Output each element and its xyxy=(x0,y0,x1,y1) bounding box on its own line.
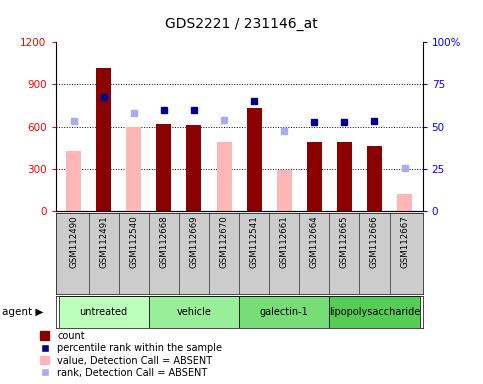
Legend: count, percentile rank within the sample, value, Detection Call = ABSENT, rank, : count, percentile rank within the sample… xyxy=(39,330,223,379)
Bar xyxy=(66,151,81,211)
Bar xyxy=(277,170,292,211)
Bar xyxy=(96,68,111,211)
Text: GSM112661: GSM112661 xyxy=(280,215,289,268)
Bar xyxy=(156,124,171,211)
Text: untreated: untreated xyxy=(80,307,128,317)
Text: galectin-1: galectin-1 xyxy=(260,307,309,317)
Text: GSM112667: GSM112667 xyxy=(400,215,409,268)
Text: vehicle: vehicle xyxy=(176,307,212,317)
Text: GSM112490: GSM112490 xyxy=(69,215,78,268)
Text: GSM112666: GSM112666 xyxy=(370,215,379,268)
Bar xyxy=(186,124,201,211)
Bar xyxy=(149,296,239,328)
Text: GSM112540: GSM112540 xyxy=(129,215,138,268)
Text: GSM112664: GSM112664 xyxy=(310,215,319,268)
Bar xyxy=(126,127,142,211)
Text: GSM112491: GSM112491 xyxy=(99,215,108,268)
Text: agent ▶: agent ▶ xyxy=(2,307,44,317)
Bar xyxy=(239,296,329,328)
Text: GSM112668: GSM112668 xyxy=(159,215,169,268)
Bar xyxy=(216,142,231,211)
Bar xyxy=(337,142,352,211)
Bar xyxy=(307,142,322,211)
Bar xyxy=(397,194,412,211)
Text: GSM112665: GSM112665 xyxy=(340,215,349,268)
Text: GSM112669: GSM112669 xyxy=(189,215,199,268)
Bar xyxy=(329,296,420,328)
Bar xyxy=(367,146,382,211)
Bar xyxy=(58,296,149,328)
Text: GSM112541: GSM112541 xyxy=(250,215,258,268)
Text: GSM112670: GSM112670 xyxy=(220,215,228,268)
Text: lipopolysaccharide: lipopolysaccharide xyxy=(329,307,420,317)
Bar xyxy=(247,108,262,211)
Text: GDS2221 / 231146_at: GDS2221 / 231146_at xyxy=(165,17,318,31)
